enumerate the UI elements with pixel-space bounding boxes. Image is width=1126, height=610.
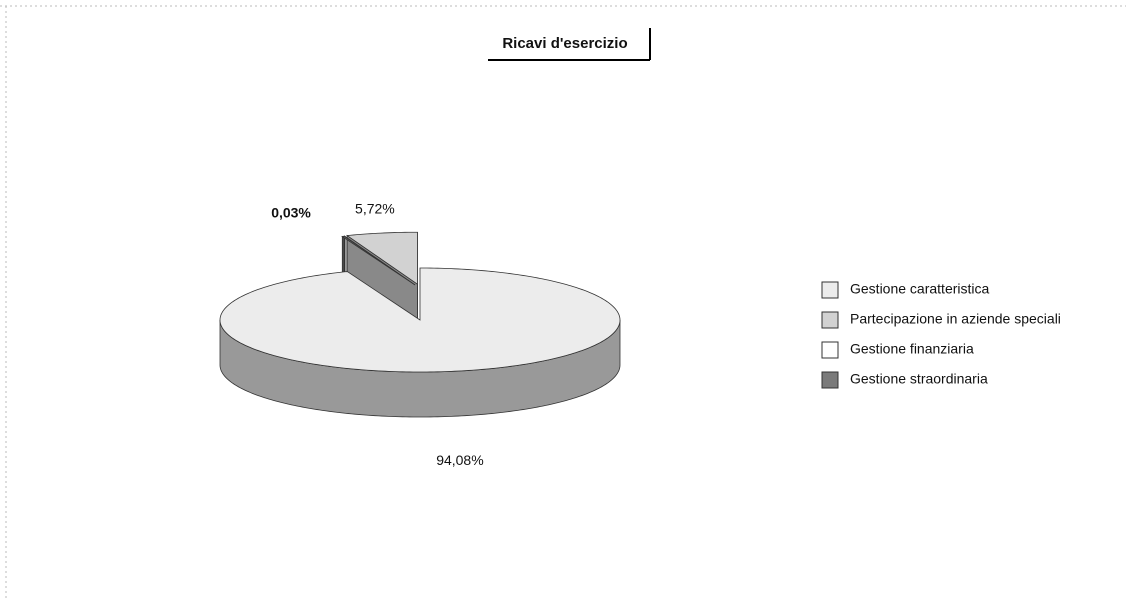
legend-swatch [821, 281, 839, 299]
slice-top [346, 231, 418, 285]
legend-label: Gestione caratteristica [850, 281, 989, 297]
data-label: 5,72% [355, 200, 395, 216]
legend-swatch [821, 311, 839, 329]
slice-top [219, 267, 621, 373]
legend-label: Gestione straordinaria [850, 371, 988, 387]
legend-label: Gestione finanziaria [850, 341, 974, 357]
legend-swatch [821, 341, 839, 359]
legend-swatch [821, 371, 839, 389]
data-label: 94,08% [436, 452, 483, 468]
data-label: 0,03% [271, 204, 311, 220]
chart-title: Ricavi d'esercizio [502, 35, 627, 52]
slice-top [343, 235, 416, 286]
legend-label: Partecipazione in aziende speciali [850, 311, 1061, 327]
